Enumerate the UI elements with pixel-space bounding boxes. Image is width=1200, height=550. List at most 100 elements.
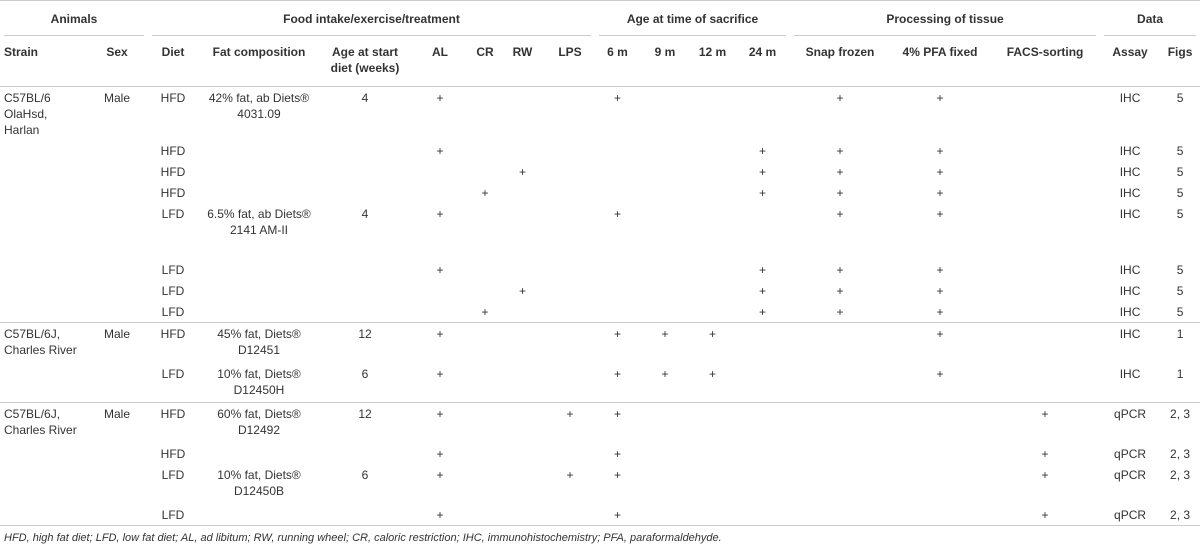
table-cell	[0, 503, 86, 526]
table-cell: 10% fat, Diets® D12450H	[217, 366, 301, 397]
table-cell	[990, 280, 1100, 301]
table-cell: HFD	[160, 186, 186, 200]
table-cell: +	[690, 322, 735, 363]
group-label: Animals	[4, 11, 144, 36]
table-cell: +	[436, 207, 444, 221]
table-cell	[0, 140, 86, 161]
column-header: 24 m	[735, 38, 791, 87]
table-cell: +	[759, 165, 767, 179]
table-cell: 2, 3	[1160, 402, 1200, 443]
table-cell	[0, 161, 86, 182]
table-cell: +	[1041, 467, 1049, 482]
table-cell: 4	[361, 207, 369, 221]
table-cell	[690, 503, 735, 526]
table-cell	[0, 443, 86, 464]
table-cell	[470, 443, 500, 464]
table-cell: 6.5% fat, ab Diets® 2141 AM-II	[207, 207, 311, 237]
table-cell	[320, 503, 410, 526]
table-cell: +	[410, 402, 470, 443]
table-cell: +	[410, 503, 470, 526]
table-cell	[595, 259, 640, 280]
table-cell: 1	[1160, 322, 1200, 363]
table-cell	[86, 259, 148, 280]
table-cell	[198, 182, 320, 203]
table-cell: qPCR	[1100, 503, 1161, 526]
footnote: HFD, high fat diet; LFD, low fat diet; A…	[4, 531, 722, 544]
table-cell	[690, 464, 735, 504]
table-row: HFD + + + qPCR 2, 3	[0, 443, 1200, 464]
table-cell	[500, 322, 545, 363]
table-cell	[470, 87, 500, 141]
table-cell: 60% fat, Diets® D12492	[198, 402, 320, 443]
table-cell	[545, 363, 595, 403]
column-header-row: Strain Sex Diet Fat composition Age at start…	[0, 38, 1200, 87]
table-cell	[640, 280, 690, 301]
table-cell: 42% fat, ab Diets® 4031.09	[208, 91, 310, 121]
table-row: LFD 10% fat, Diets® D12450B 6 + + + + qPCR 2, 3	[0, 464, 1200, 504]
table-cell	[86, 140, 148, 161]
column-header: 6 m	[595, 38, 640, 87]
group-header: Animals	[0, 0, 148, 38]
column-header: 4% PFA fixed	[890, 38, 991, 87]
table-row: LFD + + + + IHC 5	[0, 280, 1200, 301]
table-cell: qPCR	[1114, 446, 1147, 461]
table-cell: +	[936, 305, 944, 319]
table-cell	[320, 443, 410, 464]
table-row: LFD + + + qPCR 2, 3	[0, 503, 1200, 526]
table-cell	[198, 161, 320, 182]
table-cell	[640, 259, 690, 280]
table-cell: +	[759, 305, 767, 319]
table-cell: 10% fat, Diets® D12450B	[217, 467, 301, 498]
table-row: C57BL/6J, Charles River Male HFD 60% fat, D…	[0, 402, 1200, 443]
table-cell	[990, 87, 1100, 141]
table-cell: LFD	[161, 467, 185, 482]
table-cell: +	[613, 467, 621, 482]
group-label: Age at time of sacrifice	[599, 11, 787, 36]
table-cell	[470, 464, 500, 504]
table-cell: 6	[361, 467, 369, 482]
table-cell: +	[436, 467, 444, 482]
table-cell	[86, 443, 148, 464]
table-cell: Male	[86, 322, 148, 363]
table-cell	[690, 301, 735, 323]
table-cell: +	[836, 91, 844, 105]
column-header: RW	[500, 38, 545, 87]
table-cell: +	[936, 91, 944, 105]
table-cell	[410, 301, 470, 323]
table-cell: 5	[1176, 263, 1184, 277]
table-cell: +	[936, 144, 944, 158]
table-cell	[640, 182, 690, 203]
table-cell	[735, 402, 791, 443]
column-header: FACS-sorting	[990, 38, 1101, 87]
column-header: Sex	[86, 38, 148, 87]
table-cell: 5	[1176, 305, 1184, 319]
table-cell	[86, 182, 148, 203]
table-cell: IHC	[1119, 207, 1141, 221]
table-cell	[690, 203, 735, 259]
table-cell	[198, 280, 320, 301]
table-cell	[410, 280, 470, 301]
table-cell	[0, 203, 86, 259]
table-cell: +	[436, 446, 444, 461]
table-cell: +	[481, 186, 489, 200]
table-cell	[320, 182, 410, 203]
column-header: 9 m	[640, 38, 690, 87]
table-cell	[640, 203, 690, 259]
table-cell	[198, 503, 320, 526]
table-cell: +	[595, 402, 640, 443]
table-cell: +	[613, 207, 621, 221]
table-cell: IHC	[1119, 91, 1141, 105]
table-cell	[595, 140, 640, 161]
table-cell	[470, 363, 500, 403]
column-header: Strain	[0, 38, 86, 87]
table-cell	[690, 402, 735, 443]
column-header: Diet	[148, 38, 198, 87]
table-cell	[990, 203, 1100, 259]
table-cell	[735, 322, 791, 363]
table-cell	[320, 161, 410, 182]
table-cell: +	[836, 186, 844, 200]
table-cell	[735, 503, 791, 526]
table-cell: 2, 3	[1160, 503, 1200, 526]
table-cell: HFD	[148, 322, 198, 363]
